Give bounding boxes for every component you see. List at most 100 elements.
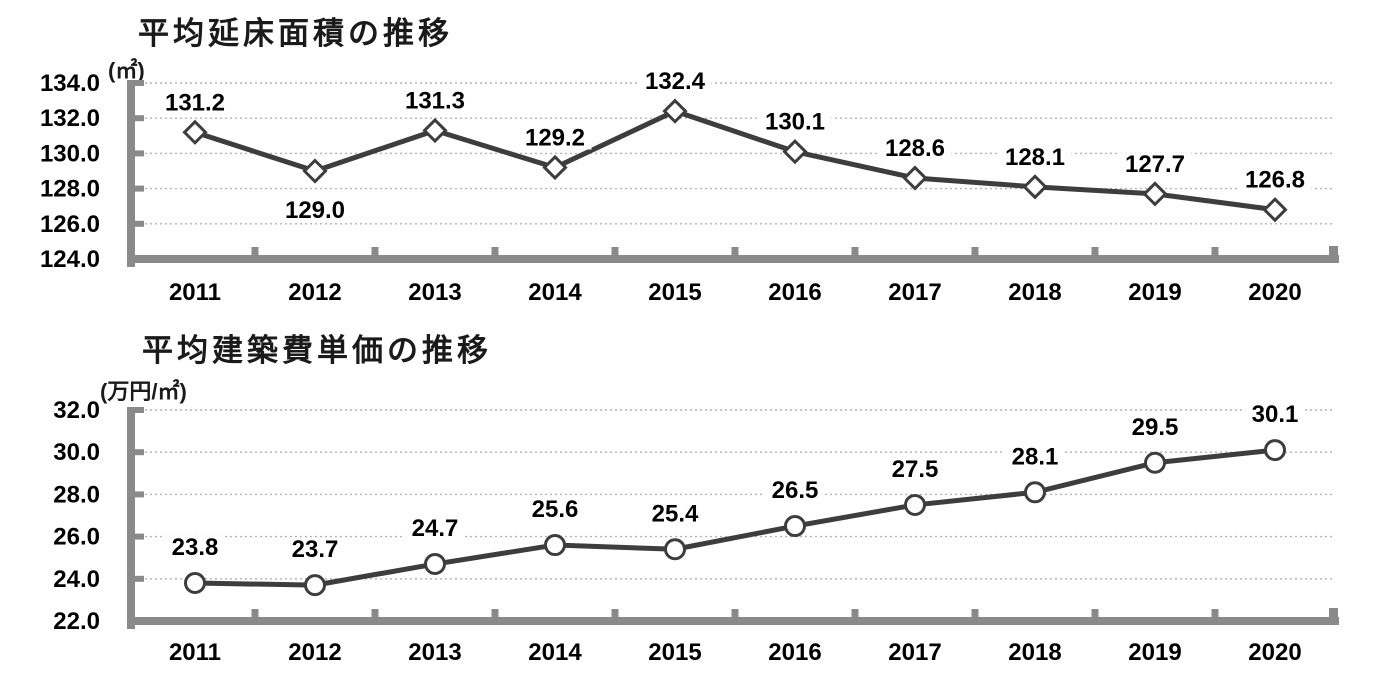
series-line <box>192 447 1278 588</box>
x-tick-label: 2011 <box>169 279 221 306</box>
x-axis-tick <box>971 609 979 617</box>
chart-title-construction-cost: 平均建築費単価の推移 <box>142 333 492 368</box>
data-label: 129.0 <box>285 197 345 224</box>
y-axis-line <box>127 407 135 629</box>
data-label-bg <box>1005 445 1065 469</box>
x-tick-label: 2017 <box>888 279 941 306</box>
x-axis-tick <box>1211 609 1219 617</box>
data-point-marker <box>1262 197 1288 223</box>
data-label-bg <box>285 538 345 562</box>
x-tick-label: 2019 <box>1128 279 1181 306</box>
y-axis-tick <box>135 220 144 227</box>
data-label-bg <box>885 457 945 481</box>
x-axis-tick <box>251 609 259 617</box>
data-label-bg <box>758 110 832 134</box>
data-point-marker <box>662 98 688 124</box>
x-axis-tick <box>1091 609 1099 617</box>
y-tick-label: 126.0 <box>40 211 100 238</box>
x-tick-label: 2020 <box>1248 639 1301 666</box>
data-point-marker <box>304 574 326 597</box>
y-tick-label: 128.0 <box>40 176 100 203</box>
data-label-bg <box>518 126 592 150</box>
data-label-bg <box>645 502 705 526</box>
y-tick-label: 132.0 <box>40 105 100 132</box>
x-tick-label: 2015 <box>648 279 701 306</box>
y-axis-line <box>127 80 135 267</box>
x-axis-tick <box>371 247 379 255</box>
data-label: 24.7 <box>412 515 459 542</box>
x-axis-end-tick <box>1329 246 1338 255</box>
data-label: 25.6 <box>532 496 579 523</box>
data-point-marker <box>902 165 928 191</box>
data-point-marker <box>422 117 448 144</box>
data-point-marker <box>784 515 806 538</box>
data-point-marker <box>782 139 808 165</box>
data-label: 127.7 <box>1125 151 1185 178</box>
x-axis-tick <box>731 609 739 617</box>
x-tick-label: 2013 <box>408 639 461 666</box>
data-label-bg <box>525 498 585 522</box>
x-axis-tick <box>491 247 499 255</box>
data-label: 131.3 <box>405 88 465 115</box>
y-tick-label: 32.0 <box>53 397 100 424</box>
x-tick-label: 2011 <box>169 639 221 666</box>
data-point-marker <box>904 493 926 516</box>
data-point-marker <box>1022 174 1048 200</box>
x-axis-tick <box>1091 247 1099 255</box>
y-axis-tick <box>135 80 144 86</box>
data-point-marker <box>1144 451 1166 474</box>
data-label: 131.2 <box>165 89 225 116</box>
x-axis-tick <box>611 609 619 617</box>
y-tick-label: 130.0 <box>40 140 100 167</box>
data-point-marker <box>544 534 566 557</box>
y-tick-label: 24.0 <box>53 566 100 593</box>
data-label: 27.5 <box>892 456 939 483</box>
data-point-marker <box>184 572 206 595</box>
y-tick-label: 134.0 <box>40 70 100 97</box>
x-tick-label: 2017 <box>888 639 941 666</box>
data-label: 29.5 <box>1132 414 1179 441</box>
data-label-bg <box>165 536 225 560</box>
data-label: 128.1 <box>1005 144 1065 171</box>
x-axis-tick <box>971 247 979 255</box>
data-label: 23.7 <box>292 536 339 563</box>
x-tick-label: 2014 <box>528 279 582 306</box>
data-label-bg <box>278 199 352 222</box>
y-tick-label: 28.0 <box>53 481 100 508</box>
x-axis-line <box>127 255 1339 263</box>
y-axis-tick <box>135 185 144 192</box>
y-axis-tick <box>135 575 144 582</box>
data-label: 126.8 <box>1245 167 1305 194</box>
data-label-bg <box>1125 415 1185 439</box>
data-point-marker <box>424 553 446 576</box>
y-tick-label: 30.0 <box>53 439 100 466</box>
data-label-bg <box>765 479 825 503</box>
data-point-marker <box>1142 181 1168 207</box>
data-label-bg <box>1245 403 1305 427</box>
x-axis-tick <box>371 609 379 617</box>
x-tick-label: 2016 <box>768 639 821 666</box>
y-axis-tick <box>135 491 144 498</box>
data-point-marker <box>302 158 328 184</box>
data-point-marker <box>1264 439 1286 462</box>
data-label-bg <box>158 91 232 115</box>
data-label-bg <box>878 137 952 161</box>
x-tick-label: 2012 <box>288 639 341 666</box>
data-label: 25.4 <box>652 500 699 527</box>
data-point-marker <box>182 119 208 145</box>
y-tick-label: 124.0 <box>40 246 100 273</box>
x-tick-label: 2015 <box>648 639 701 666</box>
series-line <box>192 108 1278 213</box>
y-axis-tick <box>135 150 144 157</box>
data-label-bg <box>405 517 465 541</box>
x-tick-label: 2020 <box>1248 279 1301 306</box>
data-label: 130.1 <box>765 109 825 136</box>
x-tick-label: 2018 <box>1008 639 1061 666</box>
x-tick-label: 2013 <box>408 279 461 306</box>
data-label-bg <box>998 145 1072 169</box>
x-axis-line <box>127 617 1339 625</box>
x-axis-tick <box>251 247 259 255</box>
x-axis-tick <box>731 247 739 255</box>
data-point-marker <box>664 538 686 561</box>
